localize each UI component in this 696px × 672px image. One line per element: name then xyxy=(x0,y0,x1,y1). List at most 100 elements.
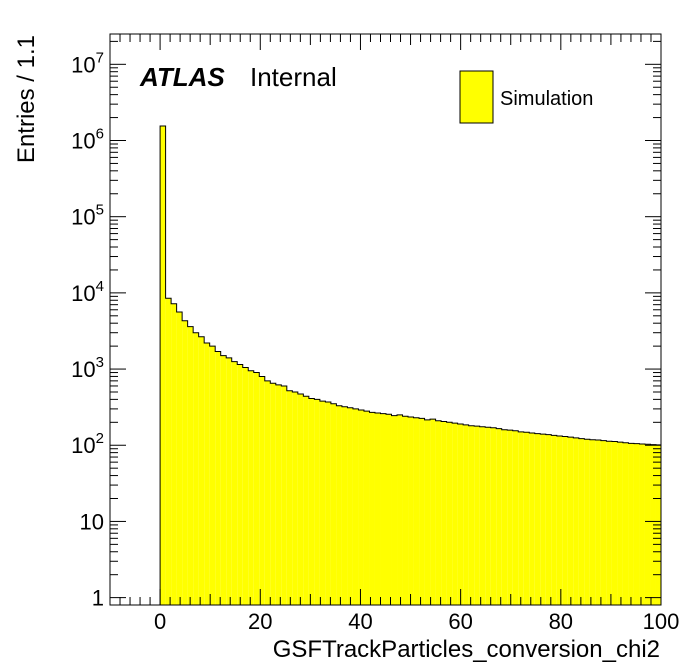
histogram-bin xyxy=(182,320,188,605)
y-tick-label: 102 xyxy=(71,430,104,458)
x-tick-label: 0 xyxy=(154,609,166,634)
histogram-bin xyxy=(303,396,309,605)
histogram-bin xyxy=(380,413,386,605)
histogram-bin xyxy=(171,303,177,605)
histogram-bin xyxy=(573,437,579,605)
histogram-bin xyxy=(490,427,497,605)
histogram-bin xyxy=(391,415,398,605)
x-tick-label: 60 xyxy=(448,609,472,634)
histogram-bin xyxy=(622,442,629,605)
histogram-bin xyxy=(501,429,508,605)
histogram-bin xyxy=(611,441,618,605)
histogram-bin xyxy=(540,434,546,605)
histogram-bin xyxy=(352,408,359,605)
histogram-bin xyxy=(639,443,645,605)
x-tick-label: 20 xyxy=(248,609,272,634)
histogram-outline xyxy=(159,125,662,605)
atlas-label: ATLAS xyxy=(139,62,225,92)
histogram-bin xyxy=(347,407,353,605)
histogram-bin xyxy=(209,346,216,605)
x-tick-label: 80 xyxy=(549,609,573,634)
histogram-bin xyxy=(341,406,348,605)
histogram-bin xyxy=(562,436,568,605)
legend: Simulation xyxy=(459,70,593,124)
histogram-bin xyxy=(253,372,260,605)
histogram-bin xyxy=(457,424,464,605)
histogram-bin xyxy=(220,355,227,605)
plot-frame xyxy=(109,33,662,606)
histogram-bin xyxy=(567,437,574,605)
histogram-bin xyxy=(264,380,271,605)
histogram-bin xyxy=(578,438,585,605)
histogram-bin xyxy=(556,436,563,605)
histogram-bin xyxy=(165,298,172,605)
internal-label: Internal xyxy=(250,62,337,92)
histogram-bin xyxy=(193,332,199,605)
histogram-bin xyxy=(297,394,304,605)
histogram-bin xyxy=(369,412,375,605)
histogram-bin xyxy=(226,357,232,605)
x-axis-title: GSFTrackParticles_conversion_chi2 xyxy=(273,636,660,663)
histogram-bin xyxy=(479,426,486,605)
histogram-bin xyxy=(463,424,469,605)
histogram-bin xyxy=(617,442,623,605)
y-tick-label: 10 xyxy=(80,509,104,534)
histogram-bin xyxy=(512,430,519,605)
histogram-bin xyxy=(474,426,480,605)
histogram-bin xyxy=(584,439,590,605)
histogram-bin xyxy=(248,370,254,605)
histogram-bin xyxy=(496,428,502,605)
histogram-bin xyxy=(446,422,453,605)
legend-label: Simulation xyxy=(500,88,593,110)
histogram-bin xyxy=(319,401,326,605)
y-tick-label: 104 xyxy=(71,278,104,306)
y-axis-title: Entries / 1.1 xyxy=(13,35,40,163)
histogram-bin xyxy=(259,376,265,605)
histogram-bin xyxy=(292,391,298,605)
histogram-bin xyxy=(628,443,634,605)
histogram-bin xyxy=(215,351,221,605)
histogram-bin xyxy=(270,383,276,605)
histogram-bin xyxy=(275,384,282,605)
histogram-bin xyxy=(176,312,183,605)
histogram-bin xyxy=(545,434,552,605)
histogram-bin xyxy=(336,405,342,605)
histogram-bin xyxy=(507,430,513,605)
histogram-bin xyxy=(408,416,414,605)
histogram-bin xyxy=(600,440,607,605)
histogram-bin xyxy=(430,419,436,605)
histogram-bin xyxy=(281,385,287,605)
histogram-bin xyxy=(363,411,370,605)
histogram-bin xyxy=(644,444,651,605)
histogram-bin xyxy=(330,403,337,605)
histogram-bin xyxy=(402,416,409,605)
histogram-bin xyxy=(242,367,249,605)
y-tick-label: 107 xyxy=(71,49,104,77)
histogram-bin xyxy=(308,398,315,605)
histogram-bin xyxy=(606,441,612,605)
legend-swatch xyxy=(459,70,494,124)
histogram-bin xyxy=(468,425,475,605)
x-tick-label: 100 xyxy=(643,609,680,634)
histogram-bars xyxy=(159,125,662,605)
y-tick-label: 103 xyxy=(71,354,104,382)
histogram-bin xyxy=(441,421,447,605)
histogram-bin xyxy=(187,326,194,605)
histogram-bin xyxy=(518,431,524,605)
histogram-bin xyxy=(325,401,331,605)
histogram-bin xyxy=(160,126,166,605)
x-axis-ticks: 0 20 40 60 80 100 xyxy=(109,34,680,634)
histogram-bin xyxy=(485,427,491,605)
histogram-bin xyxy=(633,443,640,605)
histogram-bin xyxy=(523,432,530,605)
histogram-bin xyxy=(551,435,557,605)
histogram-bin xyxy=(204,342,210,605)
histogram-bin xyxy=(534,433,541,605)
histogram-bin xyxy=(374,413,381,605)
y-axis-ticks: 1 10 102 103 104 105 106 107 xyxy=(71,40,661,611)
histogram-bin xyxy=(198,336,205,605)
x-tick-label: 40 xyxy=(348,609,372,634)
y-tick-label: 1 xyxy=(92,586,104,611)
y-tick-label: 106 xyxy=(71,126,104,154)
